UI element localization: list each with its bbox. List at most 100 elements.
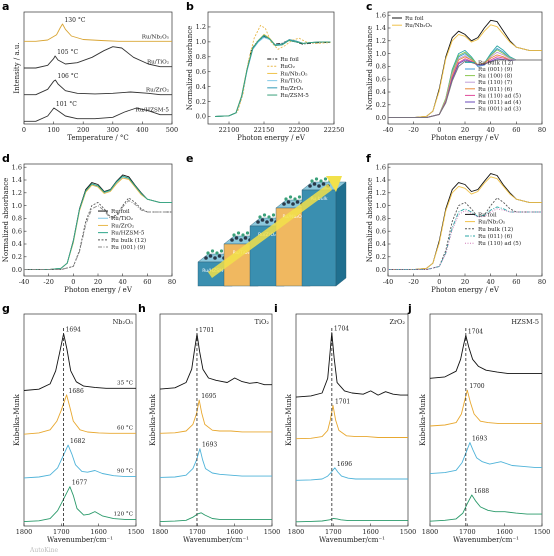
- y-tick-label: 1.0: [196, 38, 206, 46]
- y-axis-label: Intensity / a.u.: [13, 42, 21, 93]
- plot-frame: [23, 313, 137, 527]
- y-tick-label: 0.2: [376, 253, 386, 261]
- peak-label: 105 °C: [57, 49, 78, 56]
- x-tick-label: 1800: [16, 528, 33, 536]
- x-tick-label: 1800: [288, 528, 305, 536]
- peak-label: 1693: [202, 442, 217, 449]
- x-axis-label: Wavenumber/cm⁻¹: [47, 536, 113, 544]
- atom: [314, 177, 319, 181]
- y-tick-label: 0.8: [196, 53, 206, 61]
- plot-frame: [429, 313, 543, 527]
- x-tick-label: 1600: [90, 528, 107, 536]
- x-tick-label: 1500: [128, 528, 145, 536]
- atom: [267, 215, 271, 219]
- y-tick-label: 0.4: [196, 83, 206, 91]
- x-tick-label: 1600: [362, 528, 379, 536]
- series-line-1: [160, 333, 272, 390]
- panel-h: h 1800 1700 1600 1500 Wavenumber/cm⁻¹ Kubelka-…: [138, 302, 280, 544]
- y-tick-label: 1.4: [376, 24, 386, 32]
- legend-entry: Ru foil: [478, 212, 497, 218]
- series-line-2: [214, 24, 331, 117]
- legend-entry: Ru/HZSM-5: [111, 231, 145, 237]
- peak-label: 130 °C: [64, 17, 85, 24]
- y-tick-label: 0.6: [376, 75, 386, 83]
- series-group: [214, 24, 331, 117]
- x-tick-label: 1600: [226, 528, 243, 536]
- atom: [286, 200, 291, 204]
- support-label: ZrO₂: [389, 318, 405, 326]
- y-tick-label: 0.4: [376, 88, 386, 96]
- legend-entry: Ru (110) (7): [478, 79, 512, 86]
- atom: [284, 197, 288, 201]
- x-tick-label: 1700: [189, 528, 206, 536]
- series-group: [430, 334, 542, 522]
- x-tick-label: 1800: [422, 528, 439, 536]
- atom: [217, 254, 222, 258]
- atom: [308, 184, 312, 188]
- panel-label: d: [2, 152, 10, 165]
- y-axis-label: Normalized absorbance: [366, 178, 374, 263]
- peak-label: 1688: [474, 488, 489, 495]
- series-line-4: [388, 206, 542, 271]
- y-tick-label: 0.0: [12, 266, 22, 274]
- panel-c: c -40 -20 0 20 40 60 80 0.0 0.2 0.4 0.6 0.8 1.0 1.2 1.4…: [366, 0, 546, 142]
- watermark: AutoKine: [29, 547, 58, 554]
- atom: [204, 256, 208, 260]
- atom: [206, 251, 210, 255]
- y-tick-label: 1.6: [12, 163, 22, 171]
- atom: [260, 218, 265, 222]
- series-line-4: [24, 107, 172, 122]
- panel-a: a 0 100 200 300 400 500 Temperature / °C Intensi…: [2, 0, 178, 142]
- legend-entry: Ru foil: [111, 209, 130, 215]
- series-line-6: [214, 34, 331, 117]
- block-side: [335, 181, 347, 287]
- atom: [312, 182, 317, 186]
- y-tick-label: 0.0: [196, 113, 206, 121]
- plot-frame: [295, 313, 409, 527]
- panel-label: f: [366, 152, 371, 165]
- series-label: Ru/TiO₂: [147, 60, 169, 66]
- y-tick-label: 0.4: [376, 240, 386, 248]
- y-axis-label: Normalized absorbance: [366, 26, 374, 111]
- series-group: [24, 23, 172, 122]
- legend-entry: Ru/Nb₂O₅: [478, 220, 506, 226]
- legend-entry: Ru (100) (8): [478, 73, 512, 80]
- y-tick-label: 0.4: [12, 240, 22, 248]
- series-line-4: [296, 518, 408, 523]
- series-line-3: [214, 33, 331, 117]
- series-line-2: [24, 46, 172, 69]
- x-tick-label: 1700: [53, 528, 70, 536]
- x-tick-label: 80: [168, 278, 176, 286]
- x-axis-label: Photon energy / eV: [431, 134, 500, 142]
- atom: [291, 202, 295, 206]
- atom: [230, 238, 234, 242]
- series-line-5: [388, 208, 542, 271]
- x-tick-label: 22150: [254, 126, 275, 134]
- y-tick-label: 1.2: [196, 23, 206, 31]
- y-tick-label: 1.4: [12, 176, 22, 184]
- y-axis-label: Kubelka-Munk: [419, 393, 427, 445]
- atom: [258, 215, 262, 219]
- y-tick-label: 1.0: [376, 202, 386, 210]
- panel-g: g 1800 1700 1600 1500 Wavenumber/cm⁻¹ Kubelka-…: [2, 302, 144, 544]
- y-tick-label: 0.0: [376, 114, 386, 122]
- y-tick-label: 0.8: [376, 215, 386, 223]
- atom: [265, 220, 269, 224]
- peak-label: 1682: [70, 438, 85, 445]
- x-tick-label: 1700: [459, 528, 476, 536]
- series-line-2: [296, 405, 408, 440]
- y-tick-label: 1.6: [376, 11, 386, 19]
- x-tick-label: 22200: [289, 126, 310, 134]
- series-line-2: [388, 24, 542, 119]
- atom: [256, 220, 260, 224]
- legend-entry: Ru/ZSM-5: [280, 93, 309, 99]
- peak-label: 1700: [469, 383, 484, 390]
- plot-frame: [159, 313, 273, 527]
- series-line-2: [160, 399, 272, 434]
- peak-label: 1686: [69, 388, 84, 395]
- panel-b: b 22100 22150 22200 22250 0.0 0.2 0.4 0.6 0.8 1.0 1…: [186, 0, 344, 142]
- atom: [319, 179, 323, 183]
- series-line-6: [24, 200, 172, 271]
